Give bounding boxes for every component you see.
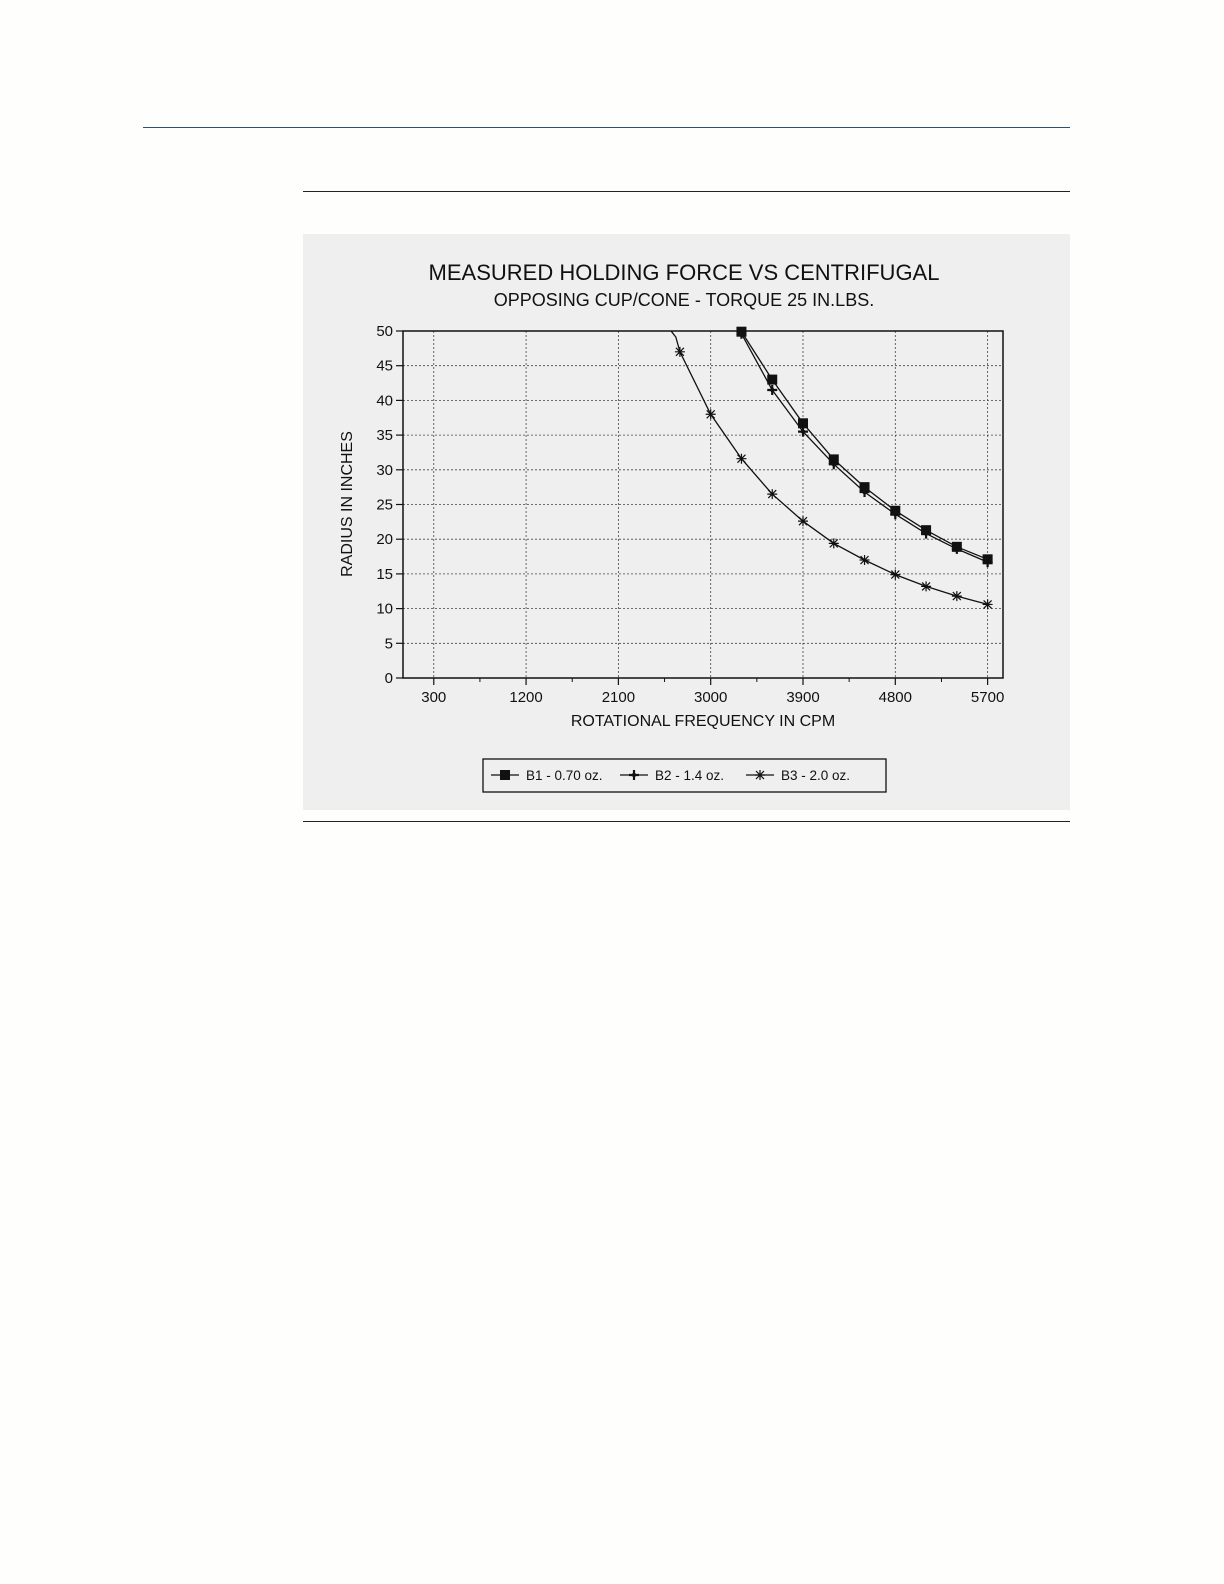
figure-bottom-rule bbox=[303, 821, 1070, 822]
y-tick-label: 50 bbox=[376, 323, 393, 340]
legend-marker-3 bbox=[755, 770, 765, 780]
legend-label-2: B2 - 1.4 oz. bbox=[655, 768, 724, 783]
figure-top-rule bbox=[303, 191, 1070, 192]
chart-panel: MEASURED HOLDING FORCE VS CENTRIFUGAL OP… bbox=[303, 234, 1070, 810]
x-tick-label: 4800 bbox=[879, 689, 912, 706]
y-tick-label: 30 bbox=[376, 462, 393, 479]
series-2-point bbox=[921, 528, 932, 539]
legend-items: B1 - 0.70 oz. B2 - 1.4 oz. B3 - 2.0 oz. bbox=[491, 768, 850, 783]
x-axis-label: ROTATIONAL FREQUENCY IN CPM bbox=[571, 713, 835, 730]
series-2-point bbox=[951, 543, 962, 554]
chart-svg: MEASURED HOLDING FORCE VS CENTRIFUGAL OP… bbox=[339, 260, 1004, 793]
grid-layer bbox=[403, 331, 1003, 678]
series-1-point bbox=[798, 418, 808, 429]
series-3-point bbox=[736, 453, 747, 464]
legend-box bbox=[482, 758, 887, 793]
series-line-2 bbox=[740, 331, 988, 563]
tick-layer: 0 5 10 15 20 25 30 35 40 45 50 300 1200 2100 3000 3900 4… bbox=[376, 323, 1004, 706]
series-3-point bbox=[767, 489, 778, 500]
series-3-point bbox=[921, 581, 932, 592]
series-2-point bbox=[736, 328, 747, 339]
chart-subtitle: OPPOSING CUP/CONE - TORQUE 25 IN.LBS. bbox=[494, 290, 874, 310]
y-tick-label: 5 bbox=[385, 635, 393, 652]
series-3-point bbox=[890, 569, 901, 580]
x-tick-label: 300 bbox=[421, 689, 446, 706]
series-1-point bbox=[767, 374, 778, 385]
y-tick-label: 10 bbox=[376, 601, 393, 618]
legend-label-3: B3 - 2.0 oz. bbox=[781, 768, 850, 783]
x-tick-label: 1200 bbox=[509, 689, 542, 706]
y-tick-label: 15 bbox=[376, 566, 393, 583]
y-tick-label: 40 bbox=[376, 392, 393, 409]
chart-title: MEASURED HOLDING FORCE VS CENTRIFUGAL bbox=[429, 260, 940, 285]
series-3-point bbox=[982, 599, 993, 610]
x-tick-label: 3900 bbox=[786, 689, 819, 706]
y-tick-label: 20 bbox=[376, 531, 393, 548]
legend-marker-2 bbox=[629, 770, 639, 780]
series-layer bbox=[670, 326, 993, 610]
x-tick-label: 2100 bbox=[602, 689, 635, 706]
legend: B1 - 0.70 oz. B2 - 1.4 oz. B3 - 2.0 oz. bbox=[482, 758, 887, 793]
y-axis-label: RADIUS IN INCHES bbox=[339, 431, 356, 577]
series-3-point bbox=[705, 409, 716, 420]
series-2-point bbox=[859, 487, 870, 498]
x-tick-label: 5700 bbox=[971, 689, 1004, 706]
series-3-point bbox=[798, 516, 808, 527]
y-tick-label: 25 bbox=[376, 497, 393, 514]
series-2-point bbox=[890, 509, 901, 520]
series-line-3 bbox=[670, 331, 988, 606]
series-2-point bbox=[798, 426, 808, 437]
series-3-point bbox=[674, 346, 685, 357]
series-3-point bbox=[859, 555, 870, 566]
legend-label-1: B1 - 0.70 oz. bbox=[526, 768, 603, 783]
x-tick-label: 3000 bbox=[694, 689, 727, 706]
series-2-point bbox=[828, 459, 839, 470]
legend-marker-1 bbox=[500, 770, 510, 780]
series-2-point bbox=[982, 557, 993, 568]
series-line-1 bbox=[740, 331, 988, 560]
y-tick-label: 35 bbox=[376, 427, 393, 444]
page-header-rule bbox=[143, 127, 1070, 128]
y-tick-label: 0 bbox=[385, 670, 393, 687]
series-2-point bbox=[767, 384, 778, 395]
series-3-point bbox=[951, 591, 962, 602]
y-tick-label: 45 bbox=[376, 358, 393, 375]
series-3-point bbox=[828, 538, 839, 549]
